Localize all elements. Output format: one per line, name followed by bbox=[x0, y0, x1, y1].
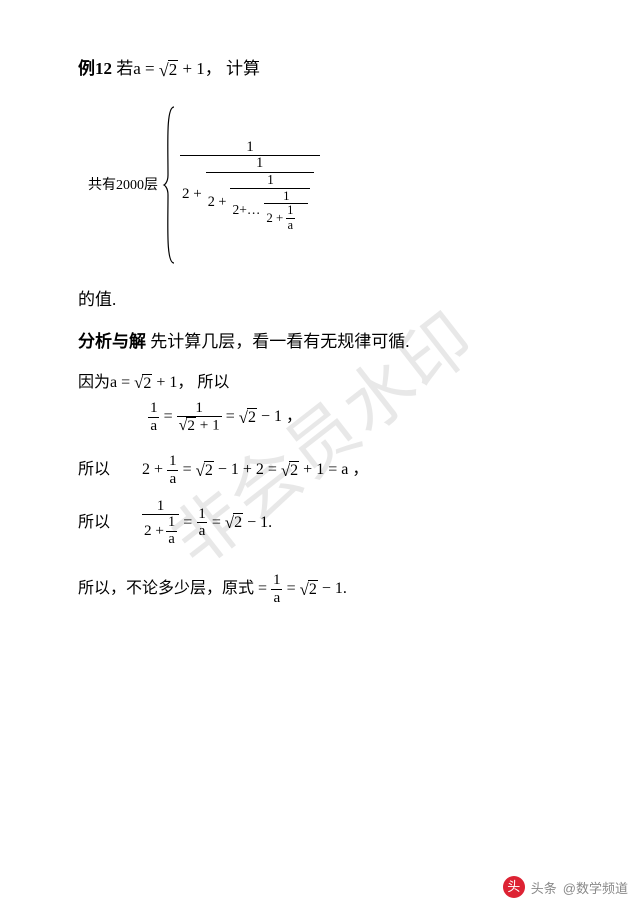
eq1-lhs-den: a bbox=[148, 417, 159, 435]
eq2-frac-num: 1 bbox=[167, 453, 179, 470]
because-prefix: 因为a = bbox=[78, 371, 130, 395]
radicand: 2 bbox=[142, 374, 152, 393]
value-sentence: 的值. bbox=[78, 287, 580, 313]
example-heading: 例12 若a = 2 + 1， 计算 bbox=[78, 56, 580, 83]
eq3-big-num: 1 bbox=[155, 498, 167, 515]
continued-fraction: 1 2 + 1 2 + 1 bbox=[180, 139, 320, 232]
cf-num-4: 1 bbox=[281, 189, 291, 203]
radicand: 2 bbox=[289, 461, 299, 480]
conclusion-prefix: 所以，不论多少层，原式 = bbox=[78, 577, 267, 601]
eq2-frac-den: a bbox=[167, 470, 178, 488]
cf-num-3: 1 bbox=[265, 173, 276, 188]
document-page: 例12 若a = 2 + 1， 计算 共有2000层 1 2 + 1 bbox=[0, 0, 640, 606]
conclusion-line: 所以，不论多少层，原式 = 1 a = 2 − 1. bbox=[78, 572, 580, 606]
cf-2plus-3: 2 + bbox=[266, 211, 283, 225]
cf-2plus-1: 2 + bbox=[182, 186, 202, 203]
cf-bottom-a: a bbox=[286, 218, 295, 232]
equation-1: 1 a = 1 2 + 1 = 2 − 1， bbox=[148, 400, 580, 435]
eq3-mid-num: 1 bbox=[196, 506, 208, 523]
cf-num-1: 1 bbox=[244, 139, 256, 156]
compute-word: 计算 bbox=[226, 59, 260, 78]
radicand: 2 bbox=[204, 461, 214, 480]
sqrt-icon: 2 bbox=[159, 57, 178, 84]
eq2-step1-tail: − 1 + 2 = bbox=[218, 458, 277, 482]
cf-2plus-2: 2 + bbox=[208, 195, 227, 211]
conclusion-tail: − 1. bbox=[322, 577, 347, 601]
footer-source: 头条 bbox=[531, 878, 557, 897]
analysis-text: 先计算几层，看一看有无规律可循. bbox=[150, 332, 409, 351]
eq1-lhs-num: 1 bbox=[148, 400, 160, 417]
so-word: 所以 bbox=[78, 511, 138, 535]
eq-sign: = bbox=[287, 577, 296, 601]
eq-sign: = bbox=[183, 458, 192, 482]
eq-sign: = bbox=[164, 405, 173, 429]
radicand: 2 bbox=[233, 513, 243, 532]
cf-dots: 2+… bbox=[232, 203, 260, 218]
sqrt-icon: 2 bbox=[225, 510, 243, 535]
conclusion-frac-den: a bbox=[271, 589, 282, 607]
equation-3: 所以 1 2 + 1 a = 1 a = 2 − bbox=[78, 498, 580, 548]
given-prefix: 若a = bbox=[116, 59, 154, 78]
brace-label: 共有2000层 bbox=[88, 175, 158, 196]
example-label: 例12 bbox=[78, 59, 112, 78]
eq1-mid-den-tail: + 1 bbox=[196, 417, 220, 434]
left-brace-icon bbox=[162, 105, 176, 265]
sqrt-icon: 2 bbox=[179, 417, 196, 435]
solution-block: 因为a = 2 + 1， 所以 1 a = 1 2 + 1 = 2 − 1， 所… bbox=[78, 370, 580, 606]
sqrt-icon: 2 bbox=[281, 458, 299, 483]
eq3-den-frac-den: a bbox=[166, 531, 176, 548]
sqrt-icon: 2 bbox=[196, 458, 214, 483]
plus-one: + 1， bbox=[156, 371, 193, 395]
continued-fraction-block: 共有2000层 1 2 + 1 2 + bbox=[88, 105, 580, 265]
eq-sign: = bbox=[183, 511, 192, 535]
analysis-line: 分析与解 先计算几层，看一看有无规律可循. bbox=[78, 329, 580, 355]
eq2-prefix: 2 + bbox=[142, 458, 163, 482]
so-word: 所以 bbox=[197, 371, 229, 395]
plus-one: + 1， bbox=[182, 59, 221, 78]
footer-attribution: 头 头条 @数学频道 bbox=[503, 876, 628, 898]
cf-num-5: 1 bbox=[285, 204, 295, 217]
analysis-label: 分析与解 bbox=[78, 332, 146, 351]
given-text: 若a = 2 + 1， 计算 bbox=[116, 59, 260, 78]
eq1-mid-num: 1 bbox=[193, 400, 205, 417]
cf-num-2: 1 bbox=[254, 156, 265, 172]
eq-sign: = bbox=[226, 405, 235, 429]
radicand: 2 bbox=[186, 417, 196, 435]
radicand: 2 bbox=[308, 580, 318, 599]
eq2-step2-tail: + 1 = a bbox=[303, 458, 348, 482]
avatar-icon: 头 bbox=[503, 876, 525, 898]
conclusion-frac-num: 1 bbox=[271, 572, 283, 589]
radicand: 2 bbox=[168, 60, 179, 80]
eq3-den-frac-num: 1 bbox=[166, 515, 177, 531]
sqrt-icon: 2 bbox=[239, 405, 257, 430]
radicand: 2 bbox=[247, 408, 257, 427]
comma: ， bbox=[286, 405, 302, 429]
comma: ， bbox=[352, 458, 368, 482]
sqrt-icon: 2 bbox=[134, 370, 152, 395]
eq-sign: = bbox=[212, 511, 221, 535]
footer-handle: @数学频道 bbox=[563, 878, 628, 897]
eq3-den-2plus: 2 + bbox=[144, 523, 164, 540]
so-word: 所以 bbox=[78, 458, 138, 482]
eq3-rhs-tail: − 1. bbox=[247, 511, 272, 535]
equation-2: 所以 2 + 1 a = 2 − 1 + 2 = 2 + 1 = a， bbox=[78, 453, 580, 487]
eq1-rhs-tail: − 1 bbox=[261, 405, 282, 429]
because-line: 因为a = 2 + 1， 所以 bbox=[78, 370, 580, 395]
eq3-mid-den: a bbox=[197, 522, 208, 540]
sqrt-icon: 2 bbox=[300, 577, 318, 602]
